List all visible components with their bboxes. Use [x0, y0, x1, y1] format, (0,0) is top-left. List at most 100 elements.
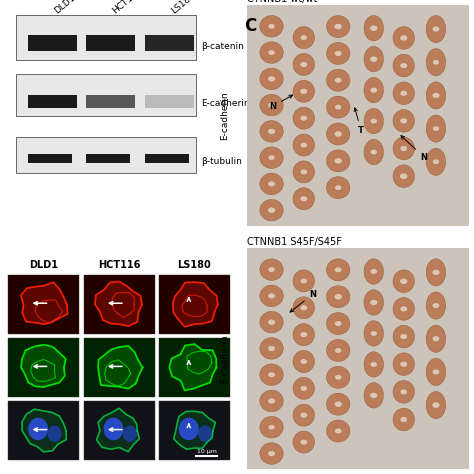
Text: CTNNB1 wt/wt: CTNNB1 wt/wt [247, 0, 318, 4]
Ellipse shape [364, 77, 383, 103]
Ellipse shape [400, 35, 407, 41]
Ellipse shape [401, 306, 407, 311]
Bar [159, 401, 230, 460]
Ellipse shape [393, 54, 414, 77]
Bar [17, 74, 196, 116]
Ellipse shape [268, 76, 275, 82]
Ellipse shape [300, 89, 307, 94]
Ellipse shape [260, 68, 283, 90]
Ellipse shape [268, 50, 275, 55]
Ellipse shape [268, 319, 275, 325]
Ellipse shape [268, 208, 275, 213]
Text: LS180: LS180 [169, 0, 196, 16]
Text: LS180: LS180 [178, 260, 211, 270]
Ellipse shape [301, 279, 307, 283]
Text: N: N [401, 136, 428, 162]
Ellipse shape [433, 369, 439, 374]
Ellipse shape [268, 182, 275, 186]
Ellipse shape [393, 270, 414, 292]
Ellipse shape [327, 312, 350, 335]
Text: N: N [269, 95, 292, 111]
Ellipse shape [268, 267, 275, 272]
Ellipse shape [327, 177, 350, 199]
Ellipse shape [335, 267, 342, 273]
Ellipse shape [327, 286, 350, 308]
Ellipse shape [371, 362, 377, 367]
Ellipse shape [327, 42, 350, 64]
Ellipse shape [268, 24, 275, 29]
Text: DLD1: DLD1 [29, 260, 58, 270]
Ellipse shape [268, 372, 275, 377]
Bar [17, 15, 196, 60]
Bar [8, 275, 79, 334]
Text: 10 μm: 10 μm [197, 449, 217, 454]
Ellipse shape [293, 377, 315, 400]
Ellipse shape [260, 364, 283, 385]
Ellipse shape [426, 259, 446, 286]
Text: E-cadherin: E-cadherin [220, 91, 229, 140]
Ellipse shape [400, 362, 407, 367]
Ellipse shape [426, 82, 446, 109]
Ellipse shape [301, 196, 307, 201]
Ellipse shape [432, 303, 439, 308]
Ellipse shape [364, 321, 383, 346]
Ellipse shape [198, 426, 212, 442]
Ellipse shape [335, 401, 342, 407]
Ellipse shape [393, 137, 414, 160]
Ellipse shape [433, 159, 439, 164]
Ellipse shape [293, 297, 315, 319]
Ellipse shape [335, 105, 341, 109]
Ellipse shape [426, 148, 446, 175]
Polygon shape [98, 346, 143, 389]
Ellipse shape [335, 294, 342, 300]
Ellipse shape [393, 27, 414, 49]
Ellipse shape [393, 408, 414, 431]
Ellipse shape [301, 143, 307, 147]
Ellipse shape [293, 27, 315, 49]
Ellipse shape [426, 49, 446, 76]
Bar [28, 35, 77, 51]
Ellipse shape [400, 118, 407, 123]
Ellipse shape [268, 425, 275, 429]
Ellipse shape [370, 269, 377, 274]
Ellipse shape [260, 443, 283, 464]
Bar [83, 401, 155, 460]
Ellipse shape [370, 300, 377, 305]
Ellipse shape [371, 331, 377, 336]
Ellipse shape [335, 78, 342, 83]
Ellipse shape [432, 402, 439, 408]
Ellipse shape [400, 279, 407, 284]
Ellipse shape [364, 16, 383, 41]
Ellipse shape [364, 383, 383, 408]
Ellipse shape [335, 321, 342, 326]
Polygon shape [21, 345, 66, 387]
Ellipse shape [268, 346, 275, 351]
Ellipse shape [293, 404, 315, 426]
Ellipse shape [433, 60, 439, 64]
Ellipse shape [393, 353, 414, 375]
Polygon shape [169, 344, 217, 391]
Bar [159, 275, 230, 334]
Bar [8, 401, 79, 460]
Ellipse shape [393, 381, 414, 403]
Ellipse shape [393, 325, 414, 348]
Ellipse shape [364, 46, 383, 72]
Bar [145, 94, 194, 108]
Ellipse shape [371, 150, 377, 155]
Ellipse shape [432, 336, 439, 341]
Ellipse shape [327, 366, 350, 388]
Ellipse shape [260, 285, 283, 307]
Bar [28, 154, 72, 163]
Ellipse shape [293, 161, 315, 183]
Ellipse shape [28, 418, 48, 440]
Ellipse shape [179, 418, 199, 440]
Bar [28, 94, 77, 108]
Ellipse shape [426, 115, 446, 142]
Ellipse shape [301, 35, 307, 40]
Ellipse shape [268, 398, 275, 403]
Ellipse shape [335, 24, 342, 29]
Ellipse shape [327, 123, 350, 145]
Ellipse shape [293, 188, 315, 210]
Ellipse shape [301, 169, 307, 174]
Bar [86, 35, 136, 51]
